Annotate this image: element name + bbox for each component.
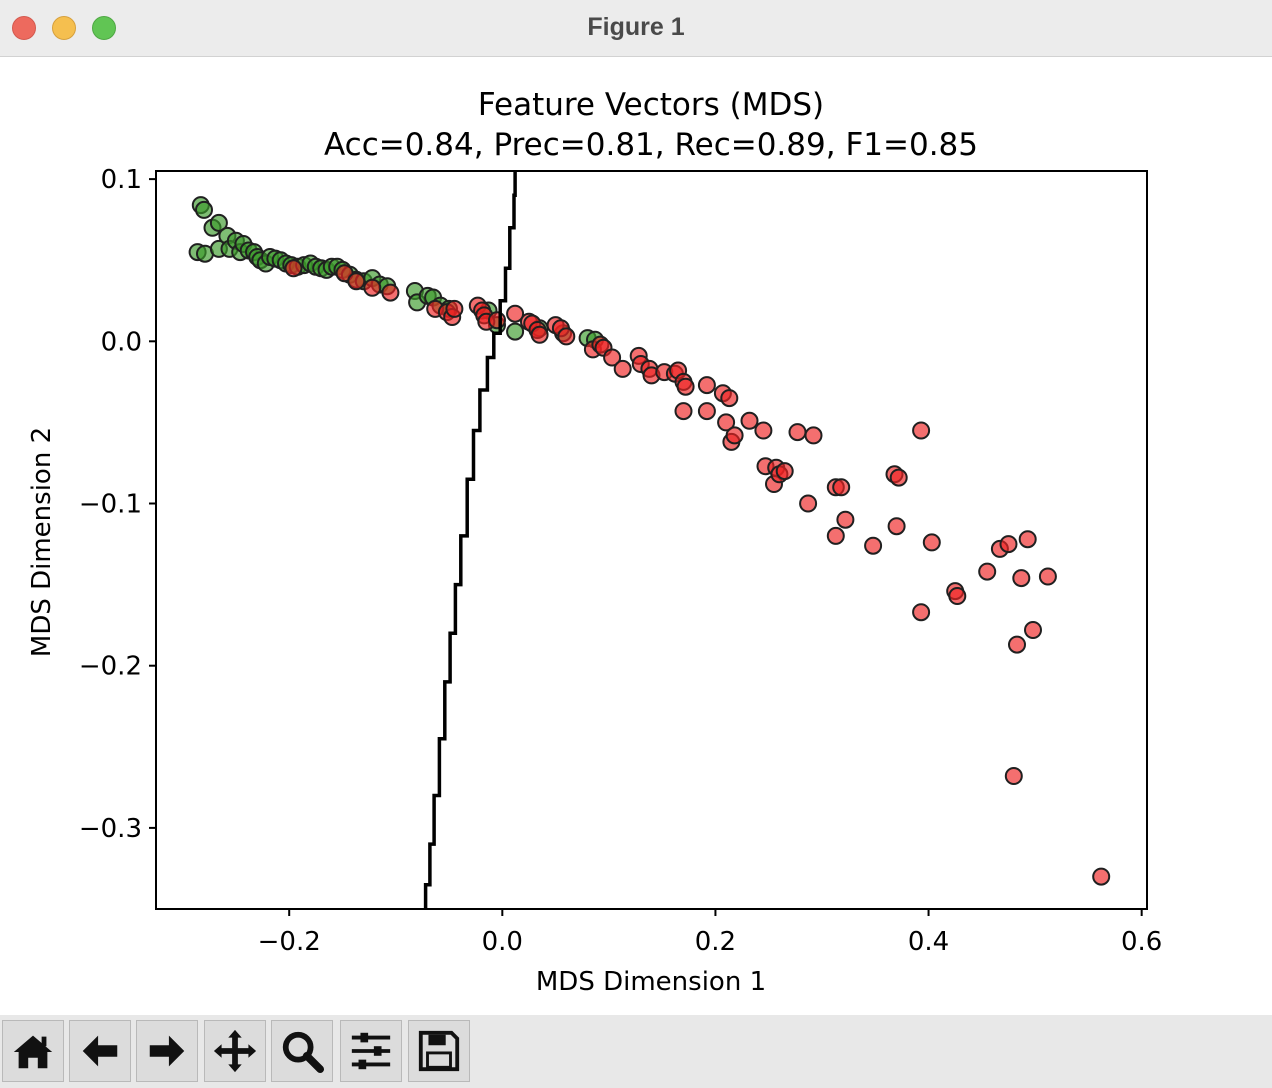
zoom-button[interactable] <box>271 1020 333 1082</box>
data-point-red <box>1038 567 1057 586</box>
data-point-red <box>948 587 967 605</box>
x-tick-label: 0.6 <box>1121 927 1162 957</box>
plot-area <box>188 171 1111 909</box>
data-point-red <box>887 517 906 536</box>
data-point-red <box>804 426 823 445</box>
data-point-red <box>1018 530 1037 549</box>
x-tick-label: −0.2 <box>258 927 321 957</box>
data-point-green <box>209 213 228 232</box>
decision-boundary-line <box>423 171 517 909</box>
scatter-chart: Feature Vectors (MDS) Acc=0.84, Prec=0.8… <box>27 87 1162 997</box>
axes-frame <box>155 170 1148 910</box>
save-button[interactable] <box>408 1020 470 1082</box>
data-point-red <box>697 402 716 421</box>
y-axis-label: MDS Dimension 2 <box>27 427 57 657</box>
figure-canvas[interactable]: Feature Vectors (MDS) Acc=0.84, Prec=0.8… <box>0 57 1272 1015</box>
data-point-red <box>1004 767 1023 785</box>
data-point-red <box>1024 621 1042 639</box>
data-point-green <box>195 200 213 219</box>
minimize-window-button[interactable] <box>52 16 76 40</box>
home-button[interactable] <box>2 1020 64 1082</box>
data-point-red <box>674 402 693 421</box>
x-tick-label: 0.0 <box>482 927 523 957</box>
data-point-red <box>720 389 739 408</box>
data-point-red <box>922 533 941 552</box>
data-point-red <box>1012 569 1031 588</box>
data-point-red <box>832 478 851 497</box>
arrow-right-icon <box>149 1035 185 1067</box>
data-point-red <box>740 411 759 430</box>
x-axis-ticks: −0.2 0.0 0.2 0.4 0.6 <box>258 909 1162 957</box>
data-point-red <box>912 421 931 440</box>
y-tick-label: −0.1 <box>79 490 142 520</box>
chart-title: Feature Vectors (MDS) <box>478 87 824 123</box>
data-point-red <box>725 426 744 445</box>
data-point-red <box>488 311 506 330</box>
data-point-red <box>889 468 908 487</box>
home-icon <box>13 1035 53 1069</box>
data-point-red <box>978 562 997 581</box>
data-point-red <box>864 536 883 555</box>
data-point-red <box>530 325 549 344</box>
data-point-red <box>676 377 695 396</box>
floppy-disk-icon <box>418 1030 460 1072</box>
x-tick-label: 0.4 <box>908 927 949 957</box>
maximize-window-button[interactable] <box>92 16 116 40</box>
data-point-red <box>826 526 845 545</box>
forward-button[interactable] <box>136 1020 198 1082</box>
back-button[interactable] <box>69 1020 131 1082</box>
chart-subtitle: Acc=0.84, Prec=0.81, Rec=0.89, F1=0.85 <box>324 127 978 163</box>
data-point-red <box>912 603 931 622</box>
data-point-red <box>697 376 716 395</box>
data-point-red <box>836 510 855 529</box>
x-tick-label: 0.2 <box>695 927 736 957</box>
y-tick-label: 0.1 <box>101 165 142 195</box>
y-tick-label: −0.2 <box>79 652 142 682</box>
data-point-red <box>603 348 622 367</box>
data-point-red <box>347 272 366 291</box>
data-point-red <box>775 462 794 481</box>
data-point-red <box>1008 635 1026 654</box>
pan-button[interactable] <box>204 1020 266 1082</box>
data-point-red <box>754 421 773 440</box>
data-point-red <box>381 283 400 302</box>
move-icon <box>213 1029 257 1073</box>
data-point-red <box>557 327 576 346</box>
data-point-red <box>999 535 1018 554</box>
data-point-red <box>284 259 303 278</box>
window-title: Figure 1 <box>587 13 685 41</box>
data-point-red <box>613 359 632 378</box>
sliders-icon <box>351 1032 391 1070</box>
close-window-button[interactable] <box>12 16 36 40</box>
data-point-green <box>506 322 525 341</box>
data-point-red <box>717 413 736 432</box>
data-point-red <box>506 304 525 323</box>
magnifier-icon <box>282 1031 325 1074</box>
configure-subplots-button[interactable] <box>340 1020 402 1082</box>
data-point-red <box>1092 867 1111 886</box>
data-point-red <box>788 423 807 442</box>
y-axis-ticks: 0.1 0.0 −0.1 −0.2 −0.3 <box>79 165 156 844</box>
arrow-left-icon <box>82 1035 118 1067</box>
data-point-red <box>445 299 464 318</box>
y-tick-label: −0.3 <box>79 814 142 844</box>
data-point-red <box>799 494 818 513</box>
window-titlebar: Figure 1 <box>0 0 1272 57</box>
navigation-toolbar <box>0 1015 1272 1088</box>
y-tick-label: 0.0 <box>101 327 142 357</box>
data-point-red <box>363 278 382 297</box>
x-axis-label: MDS Dimension 1 <box>536 967 766 997</box>
